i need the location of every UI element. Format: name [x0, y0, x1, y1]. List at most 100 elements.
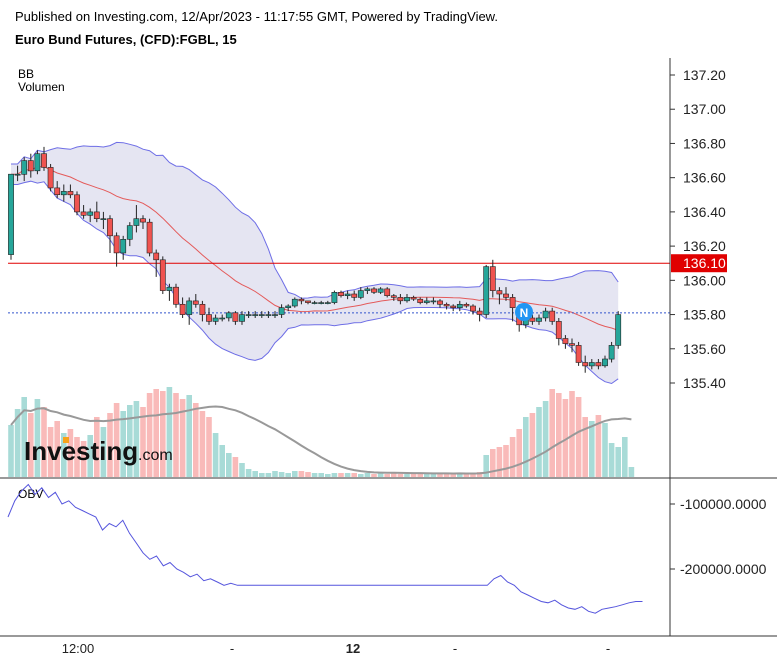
volume-bar — [595, 415, 602, 477]
candle-body — [278, 307, 285, 315]
candle — [159, 256, 166, 295]
volume-bar — [331, 473, 338, 477]
time-axis[interactable]: 12:00 - 12 - - — [62, 641, 610, 656]
bb-band-area — [11, 142, 619, 384]
candle — [575, 341, 582, 366]
volume-bars — [8, 387, 635, 477]
candle-body — [21, 160, 28, 175]
news-badge[interactable]: N — [515, 303, 533, 321]
volume-bar — [265, 473, 272, 477]
time-tick-label: 12 — [346, 641, 360, 656]
volume-bar — [523, 417, 529, 477]
volume-bar — [351, 473, 357, 477]
volume-bar — [259, 473, 265, 477]
volume-bar — [437, 474, 443, 477]
candle — [608, 341, 615, 363]
volume-bar — [252, 471, 258, 477]
candle — [146, 218, 153, 257]
candle — [390, 294, 397, 301]
candle-body — [212, 317, 219, 322]
volume-bar — [47, 427, 54, 477]
candle — [503, 287, 509, 301]
candle-body — [34, 153, 41, 172]
candle — [265, 311, 272, 318]
volume-bar — [305, 472, 311, 477]
candle — [192, 294, 199, 308]
price-tag-box — [671, 254, 727, 273]
candle — [166, 283, 173, 301]
volume-bar — [14, 409, 21, 477]
candle — [133, 205, 140, 233]
volume-bar — [146, 393, 153, 477]
volume-bar — [285, 473, 291, 477]
volume-bar — [212, 433, 219, 477]
volume-bar — [120, 411, 126, 477]
volume-bar — [193, 403, 199, 477]
volume-bar — [509, 437, 516, 477]
volume-bar — [582, 417, 588, 477]
volume-bar — [391, 473, 397, 477]
volume-bar — [443, 473, 450, 477]
candle-body — [377, 288, 384, 293]
candle-body — [569, 343, 575, 346]
candle — [595, 359, 602, 370]
candle — [74, 191, 80, 216]
price-tick-label: 136.20 — [683, 238, 726, 254]
volume-bar — [575, 397, 582, 477]
volume-bar — [107, 413, 113, 477]
volume-bar — [133, 401, 140, 477]
volume-bar — [272, 471, 278, 477]
volume-bar — [569, 391, 575, 477]
candle — [245, 311, 252, 318]
candle-body — [74, 194, 80, 213]
volume-bar — [602, 423, 608, 477]
time-tick-label: 12:00 — [62, 641, 95, 656]
candle-body — [338, 291, 344, 296]
candle-body — [555, 321, 562, 339]
volume-label: Volumen — [18, 80, 65, 94]
candle-body — [371, 288, 377, 293]
candle — [272, 311, 278, 318]
candle-body — [463, 303, 470, 307]
candle — [140, 215, 146, 229]
candle-body — [410, 297, 417, 300]
candle — [384, 287, 391, 298]
candle — [305, 300, 311, 305]
candle-body — [60, 191, 67, 196]
volume-bar — [384, 474, 390, 477]
candle — [509, 294, 516, 322]
candle — [470, 304, 476, 315]
volume-bar — [199, 411, 206, 477]
logo-suffix: .com — [138, 447, 173, 464]
candle-body — [602, 358, 608, 367]
candle-body — [404, 297, 410, 302]
volume-bar — [226, 453, 232, 477]
bb-middle-line — [11, 166, 619, 331]
news-badge-circle — [515, 303, 533, 321]
volume-bar — [344, 473, 351, 477]
candle-body — [331, 291, 338, 303]
candle-body — [27, 160, 34, 172]
candle — [371, 287, 377, 295]
candle-body — [120, 239, 127, 254]
candle — [199, 300, 206, 322]
volume-bar — [562, 399, 569, 477]
volume-bar — [622, 437, 628, 477]
volume-bar — [127, 405, 133, 477]
candle — [549, 307, 556, 325]
volume-bar — [589, 421, 595, 477]
price-tick-label: 135.60 — [683, 341, 726, 357]
candle — [212, 314, 219, 325]
price-tick-label: 136.00 — [683, 272, 726, 288]
candle-body — [364, 288, 371, 291]
candle-body — [159, 259, 166, 291]
candle — [252, 311, 259, 318]
candle-body — [562, 338, 569, 344]
volume-bar — [278, 472, 285, 477]
candle-body — [179, 303, 186, 315]
price-tick-label: 136.80 — [683, 135, 726, 151]
volume-bar — [61, 433, 67, 477]
volume-bar — [556, 393, 562, 477]
candle-body — [47, 167, 54, 189]
